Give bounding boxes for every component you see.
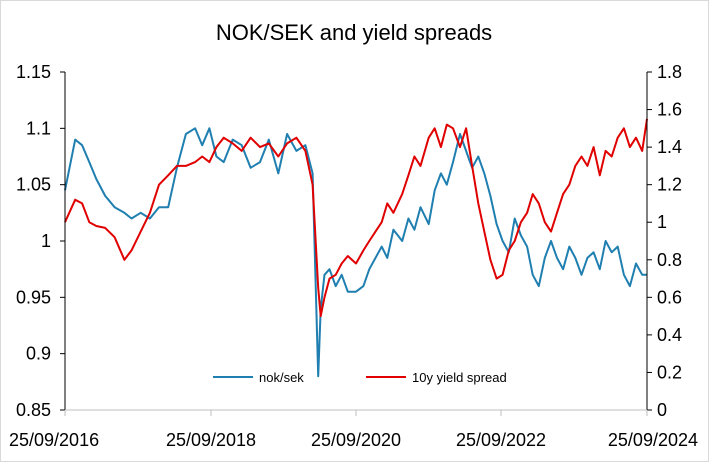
x-tick-label: 25/09/2022 <box>456 430 546 450</box>
y-right-tick-label: 1.2 <box>657 175 682 195</box>
y-left-tick-label: 0.85 <box>16 400 51 420</box>
x-tick-label: 25/09/2020 <box>311 430 401 450</box>
legend-label-nok-sek: nok/sek <box>259 370 304 385</box>
y-left-tick-label: 0.95 <box>16 287 51 307</box>
y-left-tick-label: 0.9 <box>26 344 51 364</box>
y-left-tick-label: 1.05 <box>16 175 51 195</box>
x-tick-label: 25/09/2024 <box>608 430 698 450</box>
x-ticks: 25/09/2016 25/09/2018 25/09/2020 25/09/2022… <box>9 410 698 450</box>
x-tick-label: 25/09/2016 <box>9 430 99 450</box>
y-right-tick-label: 0.6 <box>657 287 682 307</box>
chart-title: NOK/SEK and yield spreads <box>216 20 492 45</box>
y-left-tick-label: 1 <box>41 231 51 251</box>
series-group <box>64 118 648 378</box>
y-right-ticks: 0 0.2 0.4 0.6 0.8 1 1.2 1.4 1.6 1.8 <box>647 62 682 420</box>
y-right-tick-label: 0 <box>657 400 667 420</box>
y-left-tick-label: 1.15 <box>16 62 51 82</box>
legend-label-yield-spread: 10y yield spread <box>412 370 507 385</box>
y-right-tick-label: 1.6 <box>657 100 682 120</box>
y-right-tick-label: 1.8 <box>657 62 682 82</box>
y-left-tick-label: 1.1 <box>26 118 51 138</box>
y-right-tick-label: 0.2 <box>657 362 682 382</box>
x-tick-label: 25/09/2018 <box>166 430 256 450</box>
series-line-yield-spread <box>64 118 648 318</box>
y-right-tick-label: 0.8 <box>657 250 682 270</box>
y-right-tick-label: 0.4 <box>657 325 682 345</box>
y-right-tick-label: 1 <box>657 212 667 232</box>
y-left-ticks: 0.85 0.9 0.95 1 1.05 1.1 1.15 <box>16 62 65 420</box>
y-right-tick-label: 1.4 <box>657 137 682 157</box>
series-line-nok-sek <box>64 127 647 378</box>
legend: nok/sek 10y yield spread <box>213 370 507 385</box>
